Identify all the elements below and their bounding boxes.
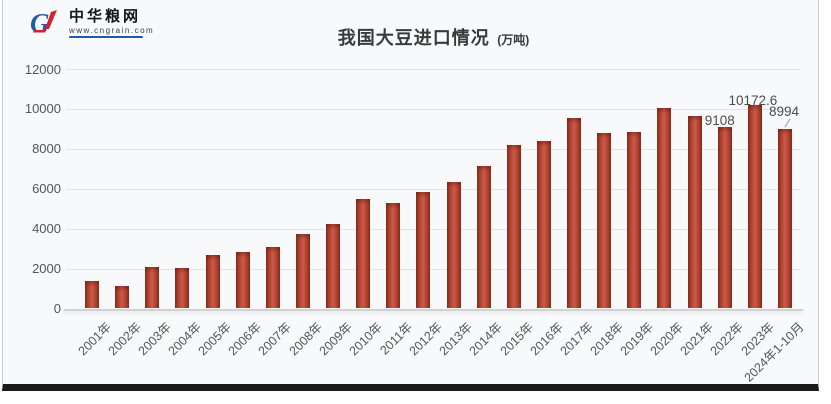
x-axis-tick-label: 2007年: [256, 319, 295, 358]
logo-g-icon: G: [30, 8, 57, 36]
x-axis-tick-label: 2014年: [467, 319, 506, 358]
bar-2004年[interactable]: [175, 268, 190, 309]
x-axis-tick-label: 2003年: [135, 319, 174, 358]
bar-2002年[interactable]: [115, 285, 130, 309]
logo-underline: [69, 36, 143, 38]
logo-url: www.cngrain.com: [69, 26, 155, 35]
x-axis-tick-label: 2015年: [497, 319, 536, 358]
y-axis-tick-label: 8000: [32, 141, 61, 157]
bar-2012年[interactable]: [416, 191, 431, 309]
x-axis-tick-label: 2010年: [346, 319, 385, 358]
chart-title-text: 我国大豆进口情况: [337, 28, 490, 48]
bar-2003年[interactable]: [145, 267, 160, 309]
x-axis-tick-label: 2022年: [708, 319, 747, 358]
bar-2007年[interactable]: [265, 246, 280, 309]
bar-2020年[interactable]: [657, 108, 672, 309]
y-axis-tick-label: 0: [53, 301, 61, 316]
bar-2014年[interactable]: [476, 165, 491, 309]
gridline-2000: [66, 268, 801, 270]
y-axis-tick-label: 4000: [32, 221, 61, 237]
logo-text-block: 中华粮网 www.cngrain.com: [69, 8, 154, 38]
bar-value-label: 9108: [704, 112, 735, 128]
x-axis-tick-label: 2001年: [75, 319, 114, 358]
bar-2024年1-10月[interactable]: [777, 128, 792, 309]
plot-area: 0 2000 4000 6000 8000 10000 12000 2001年 2002年 200…: [3, 0, 820, 391]
gridline-12000: [66, 69, 801, 70]
label-leader-line: [784, 118, 791, 128]
gridline-4000: [66, 228, 801, 230]
bar-2017年[interactable]: [567, 117, 582, 309]
gridline-10000: [66, 108, 801, 110]
bar-2022年[interactable]: [717, 126, 732, 309]
bar-value-label: 10172.6: [728, 93, 778, 109]
bar-2008年[interactable]: [295, 233, 310, 309]
bar-2021年[interactable]: [687, 115, 702, 309]
chart-title-unit: (万吨): [497, 33, 530, 47]
bar-2009年[interactable]: [326, 223, 341, 309]
site-logo[interactable]: G 中华粮网 www.cngrain.com: [30, 8, 154, 38]
bar-2018年[interactable]: [597, 132, 612, 309]
bar-2001年[interactable]: [85, 280, 99, 309]
x-axis-tick-label: 2017年: [557, 319, 596, 358]
chart-title: 我国大豆进口情况 (万吨): [66, 24, 801, 50]
bar-2005年[interactable]: [205, 255, 220, 309]
bar-2010年[interactable]: [356, 199, 371, 309]
chart-card: G 中华粮网 www.cngrain.com 我国大豆进口情况 (万吨) 0 20…: [2, 0, 819, 391]
y-axis-tick-label: 12000: [24, 61, 61, 77]
x-axis-tick-label: 2009年: [316, 319, 355, 358]
y-axis-tick-label: 10000: [24, 101, 61, 117]
bar-2011年[interactable]: [386, 203, 401, 309]
x-axis-tick-label: 2008年: [286, 319, 325, 358]
bar-2015年[interactable]: [506, 145, 521, 309]
bar-2023年[interactable]: [747, 105, 762, 309]
y-axis-tick-label: 2000: [32, 261, 61, 277]
x-axis-tick-label: 2002年: [105, 319, 144, 358]
bar-2013年[interactable]: [446, 182, 461, 309]
x-axis-line: [64, 308, 803, 311]
bar-2019年[interactable]: [627, 131, 642, 309]
x-axis-tick-label: 2016年: [527, 319, 566, 358]
x-axis-tick-label: 2018年: [587, 319, 626, 358]
y-axis-tick-label: 6000: [32, 181, 61, 197]
logo-name: 中华粮网: [69, 8, 142, 25]
bar-value-label: 8994: [768, 103, 799, 119]
bar-2006年[interactable]: [235, 252, 250, 309]
gridline-8000: [66, 148, 801, 150]
bar-2016年[interactable]: [536, 141, 551, 309]
gridline-6000: [66, 188, 801, 190]
